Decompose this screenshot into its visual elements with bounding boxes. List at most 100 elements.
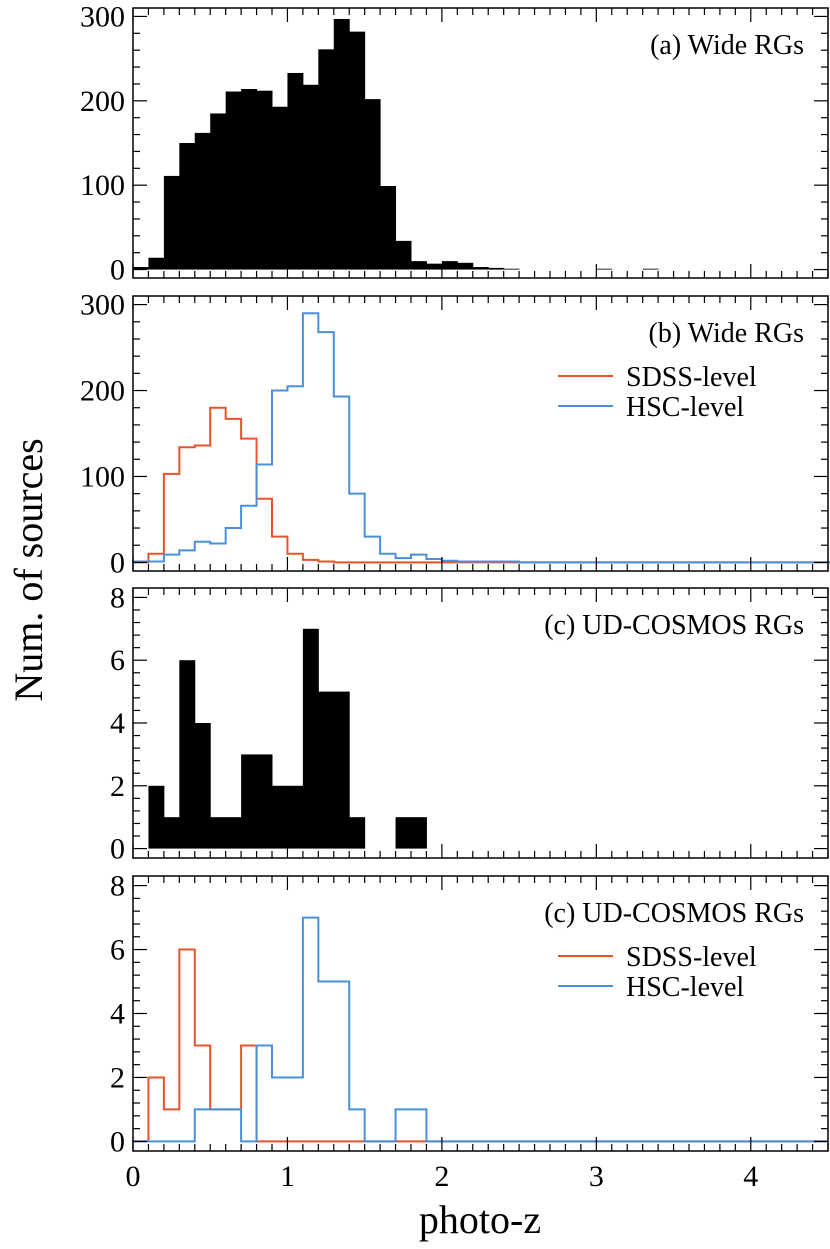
histogram-bar — [596, 268, 613, 270]
panel-title: (a) Wide RGs — [650, 30, 804, 61]
series-line-1 — [133, 406, 830, 564]
y-ticks — [133, 596, 828, 850]
panel-title: (c) UD-COSMOS RGs — [544, 610, 804, 641]
histogram-bar — [179, 660, 196, 849]
histogram-bar — [163, 817, 180, 849]
y-tick-label: 300 — [80, 0, 125, 33]
y-tick-label: 200 — [80, 375, 125, 408]
y-tick-label: 8 — [110, 581, 125, 614]
histogram-bar — [426, 263, 443, 270]
legend-label: HSC-level — [626, 392, 744, 423]
histogram-bar — [318, 691, 335, 849]
panel-frame — [132, 7, 829, 279]
histogram-bar — [333, 691, 350, 849]
y-ticks — [133, 884, 828, 1143]
y-tick-label: 6 — [110, 644, 125, 677]
legend-label: SDSS-level — [626, 942, 757, 973]
histogram-bar — [380, 186, 397, 270]
y-tick-label: 200 — [80, 85, 125, 118]
y-tick-label: 100 — [80, 169, 125, 202]
x-tick-label: 4 — [743, 1160, 758, 1193]
panel-title: (c) UD-COSMOS RGs — [544, 898, 804, 929]
y-tick-label: 0 — [110, 546, 125, 579]
histogram-bar — [210, 817, 227, 849]
histogram-bar — [241, 754, 258, 849]
histogram-bar — [395, 817, 412, 849]
histogram-bar — [225, 817, 242, 849]
histogram-bar — [503, 268, 520, 270]
histogram-bar — [395, 240, 412, 270]
series-2 — [133, 916, 828, 1143]
panel-title: (b) Wide RGs — [649, 318, 804, 349]
x-ticks — [132, 8, 829, 278]
y-tick-label: 0 — [110, 1125, 125, 1158]
histogram-bar — [318, 49, 335, 270]
panel-frame — [132, 295, 829, 572]
histogram-bar — [194, 723, 211, 849]
panel-3: 0 2 4 6 8 (c) UD-COSMOS RGs — [110, 581, 829, 866]
panel-4: 0 2 4 6 8 (c) UD-COSMOS RGs SDSS-levelHSC-leve… — [110, 870, 829, 1158]
y-tick-label: 4 — [110, 998, 125, 1031]
y-axis-label: Num. of sources — [6, 438, 51, 701]
histogram-bar — [333, 18, 350, 270]
y-tick-label: 100 — [80, 460, 125, 493]
x-tick-label: 1 — [280, 1160, 295, 1193]
series-line-2 — [133, 916, 828, 1143]
histogram-bar — [411, 261, 427, 270]
y-tick-label: 0 — [110, 833, 125, 866]
y-ticks — [133, 303, 828, 564]
legend-label: SDSS-level — [626, 362, 757, 393]
histogram-bar — [287, 785, 304, 849]
histogram-bar — [163, 175, 180, 270]
histogram-bar — [457, 262, 474, 270]
series-1 — [133, 18, 659, 270]
histogram-bar — [642, 268, 659, 270]
x-axis-label: photo-z — [419, 1197, 541, 1242]
histogram-bar — [472, 267, 489, 270]
y-tick-label: 4 — [110, 707, 125, 740]
x-ticks — [132, 876, 829, 1151]
histogram-bar — [148, 257, 165, 270]
y-tick-label: 8 — [110, 870, 125, 903]
y-tick-label: 300 — [80, 289, 125, 322]
histogram-bar — [179, 143, 196, 270]
x-tick-label: 2 — [434, 1160, 449, 1193]
histogram-bar — [349, 817, 366, 849]
legend-label: HSC-level — [626, 972, 744, 1003]
series-1 — [148, 628, 427, 849]
histogram-bar — [241, 89, 258, 270]
histogram-bar — [302, 628, 319, 849]
y-tick-label: 2 — [110, 1061, 125, 1094]
histogram-bar — [210, 113, 227, 270]
histogram-bar — [349, 31, 366, 270]
y-tick-label: 2 — [110, 770, 125, 803]
histogram-bar — [256, 90, 273, 270]
histogram-bar — [302, 84, 319, 270]
histogram-bar — [133, 267, 149, 270]
histogram-bar — [194, 132, 211, 270]
histogram-bar — [488, 267, 505, 270]
x-ticks — [132, 588, 829, 858]
histogram-bar — [225, 91, 242, 270]
histogram-bar — [364, 99, 381, 270]
x-tick-label: 0 — [126, 1160, 141, 1193]
histogram-bar — [441, 261, 458, 270]
histogram-bar — [256, 754, 273, 849]
histogram-bar — [272, 106, 288, 270]
histogram-bar — [272, 785, 288, 849]
series-line-2 — [132, 312, 830, 564]
histogram-bar — [411, 817, 427, 849]
histogram-bar — [287, 72, 304, 270]
series-1 — [133, 406, 830, 564]
y-tick-label: 0 — [110, 254, 125, 287]
y-ticks — [133, 15, 828, 271]
panel-2: 0 100 200 300 (b) Wide RGs SDSS-levelHSC-leve… — [80, 289, 830, 579]
panel-1: 0 100 200 300 (a) Wide RGs — [80, 0, 829, 287]
series-2 — [132, 312, 830, 564]
y-tick-label: 6 — [110, 934, 125, 967]
histogram-bar — [148, 785, 165, 849]
x-ticks — [132, 296, 829, 571]
x-tick-label: 3 — [589, 1160, 604, 1193]
